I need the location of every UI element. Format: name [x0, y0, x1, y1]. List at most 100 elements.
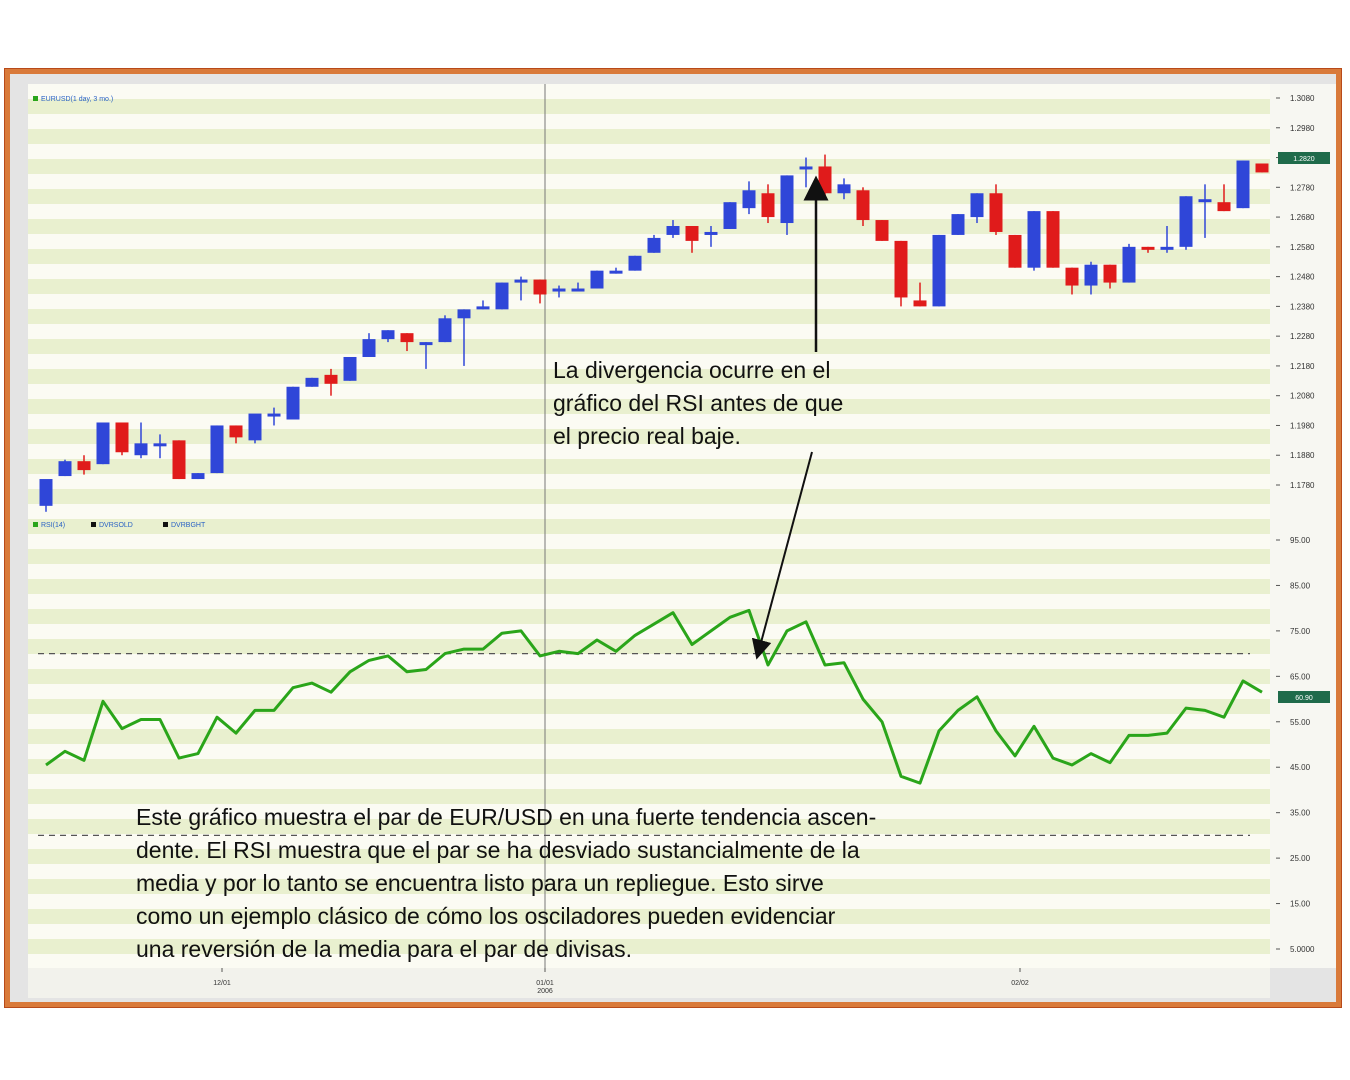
candle-body — [1008, 234, 1022, 268]
y-axis-area — [1270, 84, 1336, 968]
plot-stripe — [28, 99, 1270, 114]
description-annotation-line: media y por lo tanto se encuentra listo … — [136, 870, 824, 896]
price-legend-label: EURUSD(1 day, 3 mo.) — [41, 96, 113, 103]
plot-stripe — [28, 549, 1270, 564]
candle-body — [1179, 196, 1193, 247]
plot-stripe — [28, 279, 1270, 294]
divergence-annotation-line: La divergencia ocurre en el — [553, 357, 830, 383]
candle-body — [1084, 264, 1098, 286]
plot-stripe — [28, 489, 1270, 504]
rsi-legend-label: DVRBGHT — [171, 522, 206, 529]
rsi-y-tick-label: 95.00 — [1290, 536, 1311, 545]
divergence-annotation-line: el precio real baje. — [553, 423, 741, 449]
plot-stripe — [28, 699, 1270, 714]
rsi-y-tick-label: 75.00 — [1290, 627, 1311, 636]
candle-body — [1122, 246, 1136, 283]
candle-body — [875, 220, 889, 241]
candle-body — [362, 339, 376, 357]
price-y-tick-label: 1.2980 — [1290, 124, 1315, 133]
x-axis-area — [28, 968, 1270, 998]
rsi-y-tick-label: 35.00 — [1290, 809, 1311, 818]
candle-body — [286, 386, 300, 420]
price-y-tick-label: 1.1780 — [1290, 481, 1315, 490]
candle-body — [400, 333, 414, 343]
rsi-y-tick-label: 65.00 — [1290, 672, 1311, 681]
price-y-tick-label: 1.2580 — [1290, 243, 1315, 252]
price-y-tick-label: 1.2180 — [1290, 362, 1315, 371]
candle-body — [780, 175, 794, 224]
description-annotation-line: como un ejemplo clásico de cómo los osci… — [136, 903, 836, 929]
candle-body — [153, 443, 167, 447]
plot-stripe — [28, 129, 1270, 144]
candle-body — [1065, 267, 1079, 286]
price-y-tick-label: 1.1980 — [1290, 421, 1315, 430]
candle-body — [58, 461, 72, 477]
candle-body — [438, 318, 452, 343]
candle-body — [590, 270, 604, 289]
candle-body — [723, 202, 737, 229]
candle-body — [191, 473, 205, 480]
rsi-legend-swatch — [33, 522, 38, 527]
rsi-legend-label: RSI(14) — [41, 522, 65, 529]
plot-stripe — [28, 219, 1270, 234]
candle-body — [381, 330, 395, 340]
x-tick-sublabel: 2006 — [537, 988, 553, 995]
candle-body — [704, 231, 718, 235]
candle-body — [248, 413, 262, 441]
x-tick-label: 02/02 — [1011, 980, 1029, 987]
last-price-label: 1.2820 — [1293, 156, 1315, 163]
description-annotation-line: dente. El RSI muestra que el par se ha d… — [136, 837, 860, 863]
plot-stripe — [28, 819, 1270, 834]
candle-body — [1141, 246, 1155, 250]
candle-body — [989, 193, 1003, 232]
candle-body — [267, 413, 281, 417]
candle-body — [172, 440, 186, 480]
candle-body — [533, 279, 547, 295]
candle-body — [1027, 211, 1041, 268]
plot-stripe — [28, 429, 1270, 444]
rsi-y-tick-label: 25.00 — [1290, 854, 1311, 863]
plot-stripe — [28, 759, 1270, 774]
candle-body — [77, 461, 91, 471]
price-y-tick-label: 1.2680 — [1290, 213, 1315, 222]
candle-body — [343, 356, 357, 381]
candle-body — [476, 306, 490, 310]
candle-body — [761, 193, 775, 218]
rsi-series-line — [45, 608, 1263, 785]
plot-stripe — [28, 189, 1270, 204]
price-y-tick-label: 1.2280 — [1290, 332, 1315, 341]
candle-body — [1103, 264, 1117, 283]
price-y-tick-label: 1.3080 — [1290, 94, 1315, 103]
description-annotation-line: una reversión de la media para el par de… — [136, 936, 632, 962]
candle-body — [210, 425, 224, 474]
rsi-legend-swatch — [163, 522, 168, 527]
price-legend-swatch — [33, 96, 38, 101]
description-annotation-line: Este gráfico muestra el par de EUR/USD e… — [136, 804, 876, 830]
last-price-badge — [1278, 152, 1330, 164]
candle-body — [837, 184, 851, 194]
candle-body — [229, 425, 243, 438]
plot-stripe — [28, 309, 1270, 324]
plot-stripe — [28, 249, 1270, 264]
rsi-y-tick-label: 85.00 — [1290, 581, 1311, 590]
plot-stripe — [28, 609, 1270, 624]
candle-body — [39, 479, 53, 506]
candle-body — [1198, 199, 1212, 203]
rsi-y-tick-label: 5.0000 — [1290, 945, 1315, 954]
candle-body — [457, 309, 471, 319]
candle-body — [514, 279, 528, 283]
x-tick-label: 01/01 — [536, 980, 554, 987]
candle-body — [932, 234, 946, 307]
plot-stripe — [28, 909, 1270, 924]
price-y-tick-label: 1.2080 — [1290, 392, 1315, 401]
candle-body — [324, 374, 338, 384]
candle-body — [647, 237, 661, 253]
plot-stripe — [28, 459, 1270, 474]
candle-body — [799, 166, 813, 170]
plot-stripe — [28, 849, 1270, 864]
plot-stripe — [28, 369, 1270, 384]
candle-body — [1217, 202, 1231, 212]
divergence-arrow-down — [751, 451, 813, 660]
divergence-annotation-line: gráfico del RSI antes de que — [553, 390, 843, 416]
